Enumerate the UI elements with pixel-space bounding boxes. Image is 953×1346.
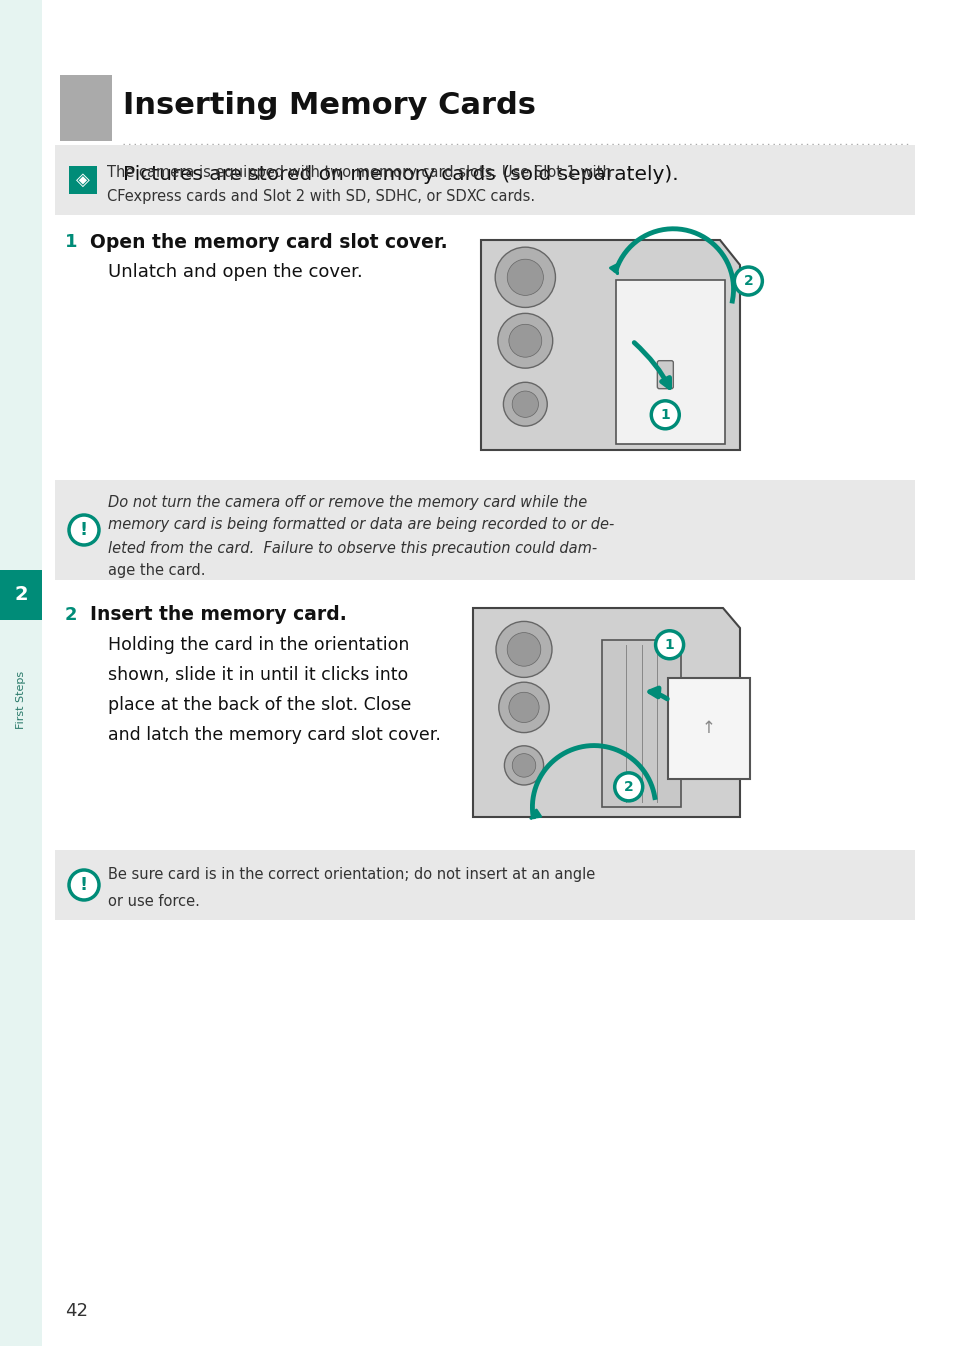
- Text: !: !: [80, 521, 88, 538]
- Text: Insert the memory card.: Insert the memory card.: [90, 606, 346, 625]
- Text: memory card is being formatted or data are being recorded to or de-: memory card is being formatted or data a…: [108, 517, 614, 533]
- Text: 1: 1: [664, 638, 674, 651]
- Polygon shape: [473, 608, 740, 817]
- Text: Be sure card is in the correct orientation; do not insert at an angle: Be sure card is in the correct orientati…: [108, 868, 595, 883]
- Text: ◈: ◈: [76, 171, 90, 188]
- Circle shape: [495, 248, 555, 307]
- Text: and latch the memory card slot cover.: and latch the memory card slot cover.: [108, 725, 440, 744]
- Text: ↑: ↑: [701, 719, 715, 738]
- Circle shape: [497, 314, 552, 369]
- Circle shape: [614, 773, 642, 801]
- FancyBboxPatch shape: [616, 280, 724, 444]
- Text: 2: 2: [623, 779, 633, 794]
- Text: age the card.: age the card.: [108, 564, 205, 579]
- Text: shown, slide it in until it clicks into: shown, slide it in until it clicks into: [108, 666, 408, 684]
- Circle shape: [508, 324, 541, 357]
- Text: CFexpress cards and Slot 2 with SD, SDHC, or SDXC cards.: CFexpress cards and Slot 2 with SD, SDHC…: [107, 190, 535, 205]
- FancyBboxPatch shape: [55, 851, 914, 921]
- Circle shape: [69, 516, 99, 545]
- Circle shape: [655, 631, 683, 658]
- FancyBboxPatch shape: [0, 0, 42, 1346]
- FancyBboxPatch shape: [55, 145, 914, 215]
- Text: !: !: [80, 876, 88, 894]
- Text: 2: 2: [14, 586, 28, 604]
- FancyBboxPatch shape: [69, 166, 97, 194]
- FancyBboxPatch shape: [0, 569, 42, 621]
- Text: 42: 42: [65, 1302, 88, 1320]
- Circle shape: [512, 392, 537, 417]
- Circle shape: [651, 401, 679, 429]
- Text: Inserting Memory Cards: Inserting Memory Cards: [123, 92, 536, 121]
- Text: leted from the card.  Failure to observe this precaution could dam-: leted from the card. Failure to observe …: [108, 541, 597, 556]
- Circle shape: [504, 746, 543, 785]
- Circle shape: [507, 260, 543, 295]
- Circle shape: [498, 682, 549, 732]
- FancyBboxPatch shape: [60, 75, 112, 141]
- Text: Holding the card in the orientation: Holding the card in the orientation: [108, 637, 409, 654]
- Polygon shape: [480, 240, 740, 450]
- Text: 1: 1: [659, 408, 669, 421]
- FancyBboxPatch shape: [657, 361, 673, 389]
- Text: The camera is equipped with two memory card slots. Use Slot 1 with: The camera is equipped with two memory c…: [107, 164, 611, 179]
- Text: place at the back of the slot. Close: place at the back of the slot. Close: [108, 696, 411, 713]
- Text: Do not turn the camera off or remove the memory card while the: Do not turn the camera off or remove the…: [108, 494, 587, 510]
- Text: Unlatch and open the cover.: Unlatch and open the cover.: [108, 262, 362, 281]
- Text: 2: 2: [65, 606, 77, 625]
- Circle shape: [503, 382, 547, 427]
- Text: 1: 1: [65, 233, 77, 250]
- Circle shape: [734, 267, 761, 295]
- Circle shape: [496, 622, 552, 677]
- Circle shape: [507, 633, 540, 666]
- Text: Pictures are stored on memory cards (sold separately).: Pictures are stored on memory cards (sol…: [123, 164, 678, 183]
- Text: 2: 2: [742, 275, 753, 288]
- FancyBboxPatch shape: [667, 677, 749, 779]
- FancyBboxPatch shape: [601, 641, 680, 808]
- Circle shape: [508, 692, 538, 723]
- Text: Open the memory card slot cover.: Open the memory card slot cover.: [90, 233, 447, 252]
- Circle shape: [512, 754, 536, 777]
- FancyBboxPatch shape: [55, 481, 914, 580]
- Text: or use force.: or use force.: [108, 895, 200, 910]
- Circle shape: [69, 870, 99, 900]
- Text: First Steps: First Steps: [16, 670, 26, 730]
